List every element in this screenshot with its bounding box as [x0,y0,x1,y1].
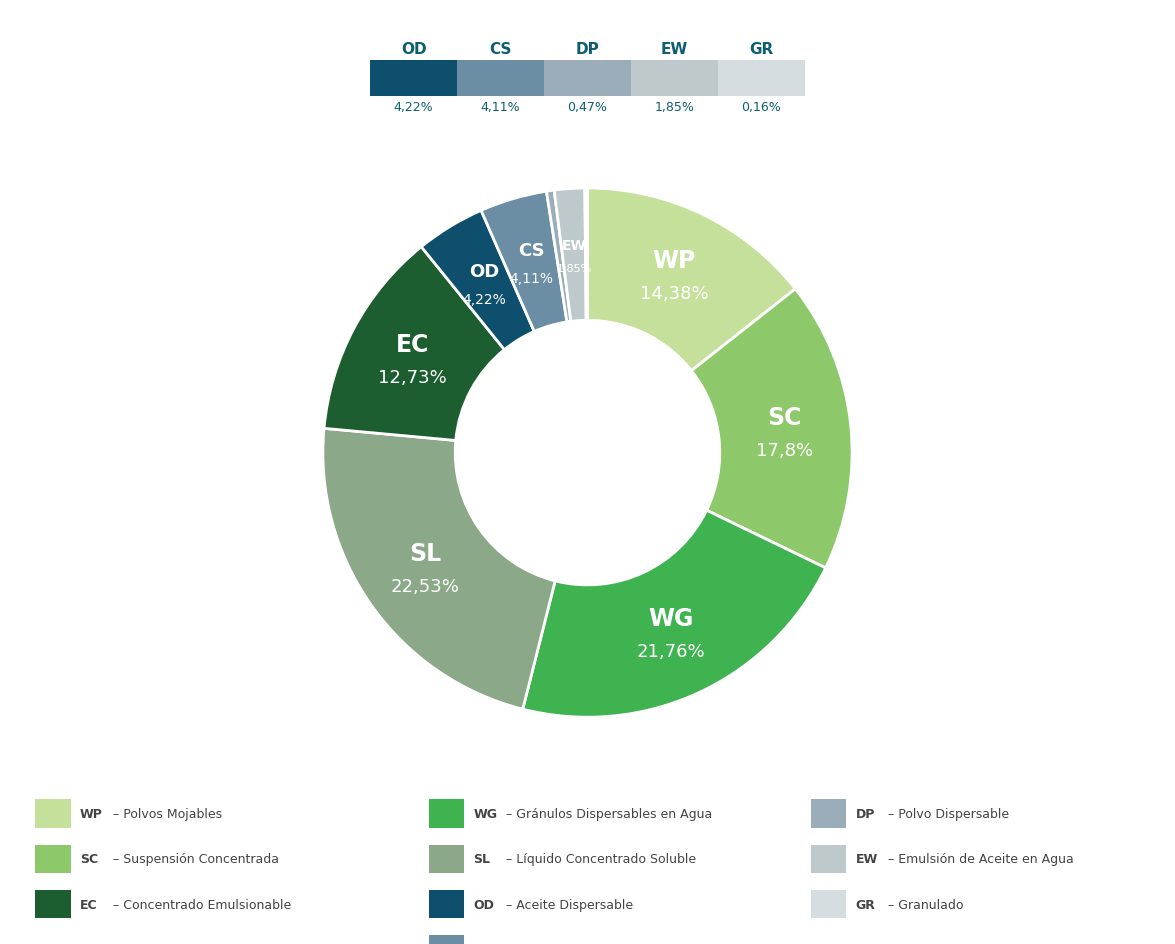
Text: OD: OD [401,42,427,57]
Text: EW: EW [562,239,586,253]
Text: WG: WG [474,807,497,820]
Text: 21,76%: 21,76% [637,642,706,660]
Text: SC: SC [767,405,803,430]
Text: – Concentrado Emulsionable: – Concentrado Emulsionable [113,898,291,911]
Text: 0,47%: 0,47% [568,101,607,114]
Text: 17,8%: 17,8% [757,441,813,459]
Text: SL: SL [474,852,490,866]
Wedge shape [324,247,504,441]
Text: SC: SC [80,852,98,866]
Text: WG: WG [649,606,694,631]
Text: GR: GR [750,42,773,57]
Text: OD: OD [469,262,499,281]
Text: 22,53%: 22,53% [391,577,459,595]
Wedge shape [585,189,588,321]
Text: – Granulado: – Granulado [888,898,963,911]
Text: 4,11%: 4,11% [510,272,553,286]
Text: OD: OD [474,898,495,911]
Wedge shape [422,211,535,350]
Wedge shape [588,189,795,371]
Text: GR: GR [855,898,875,911]
Text: 4,11%: 4,11% [481,101,521,114]
Text: CS: CS [518,242,545,260]
Wedge shape [691,290,852,568]
Text: 1,85%: 1,85% [654,101,694,114]
Text: EC: EC [80,898,98,911]
Text: 4,22%: 4,22% [463,293,506,307]
Text: WP: WP [652,248,696,272]
Wedge shape [523,511,826,717]
Text: 0,16%: 0,16% [741,101,781,114]
Text: DP: DP [855,807,874,820]
Text: WP: WP [80,807,102,820]
Text: – Suspensión Concentrada: – Suspensión Concentrada [113,852,278,866]
Text: CS: CS [489,42,512,57]
Text: 12,73%: 12,73% [378,369,446,387]
Text: 14,38%: 14,38% [640,284,709,302]
Wedge shape [555,189,586,322]
Text: – Emulsión de Aceite en Agua: – Emulsión de Aceite en Agua [888,852,1074,866]
Text: EW: EW [855,852,878,866]
Wedge shape [546,191,571,323]
Text: – Polvos Mojables: – Polvos Mojables [113,807,222,820]
Text: EC: EC [396,333,429,357]
Wedge shape [323,429,555,709]
Text: 1,85%: 1,85% [556,263,591,274]
Text: – Líquido Concentrado Soluble: – Líquido Concentrado Soluble [506,852,697,866]
Text: 4,22%: 4,22% [394,101,434,114]
Text: DP: DP [576,42,599,57]
Text: – Polvo Dispersable: – Polvo Dispersable [888,807,1009,820]
Text: – Aceite Dispersable: – Aceite Dispersable [506,898,633,911]
Text: EW: EW [660,42,689,57]
Text: SL: SL [409,541,442,565]
Text: – Gránulos Dispersables en Agua: – Gránulos Dispersables en Agua [506,807,713,820]
Wedge shape [481,192,568,332]
